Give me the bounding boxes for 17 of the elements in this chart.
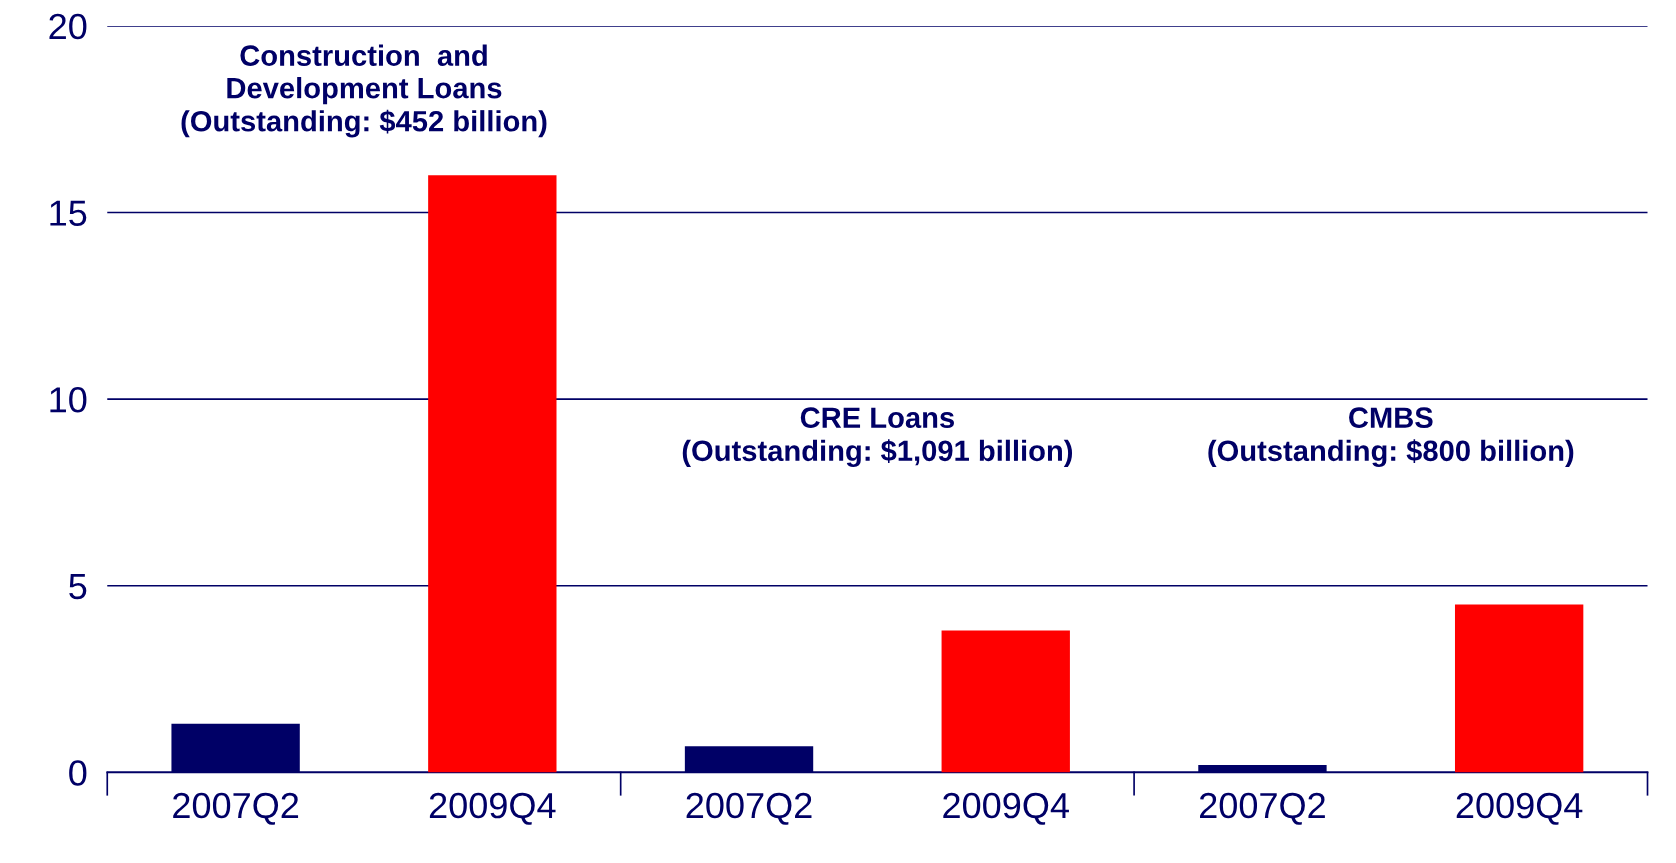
x-tick-label: 2009Q4 [429,792,556,825]
y-tick-label: 10 [50,387,87,413]
y-tick-label: 20 [49,13,87,40]
annotation: CRE Loans (Outstanding: $1,091 billion) [682,407,1073,468]
x-tick-label: 2009Q4 [1456,792,1583,825]
bar [941,630,1070,773]
x-tick-label: 2007Q2 [686,792,812,825]
bar [428,175,557,773]
y-tick-label: 15 [50,200,87,226]
x-tick-label: 2007Q2 [173,792,299,825]
bar [1454,604,1584,773]
annotation: Construction and Development Loans (Outstanding: $452 billion) [181,44,547,138]
y-tick-label: 5 [69,574,87,600]
x-tick-label: 2007Q2 [1200,792,1325,825]
annotation: CMBS (Outstanding: $800 billion) [1208,407,1574,468]
y-tick-label: 0 [69,760,87,786]
x-tick-label: 2009Q4 [943,792,1069,825]
